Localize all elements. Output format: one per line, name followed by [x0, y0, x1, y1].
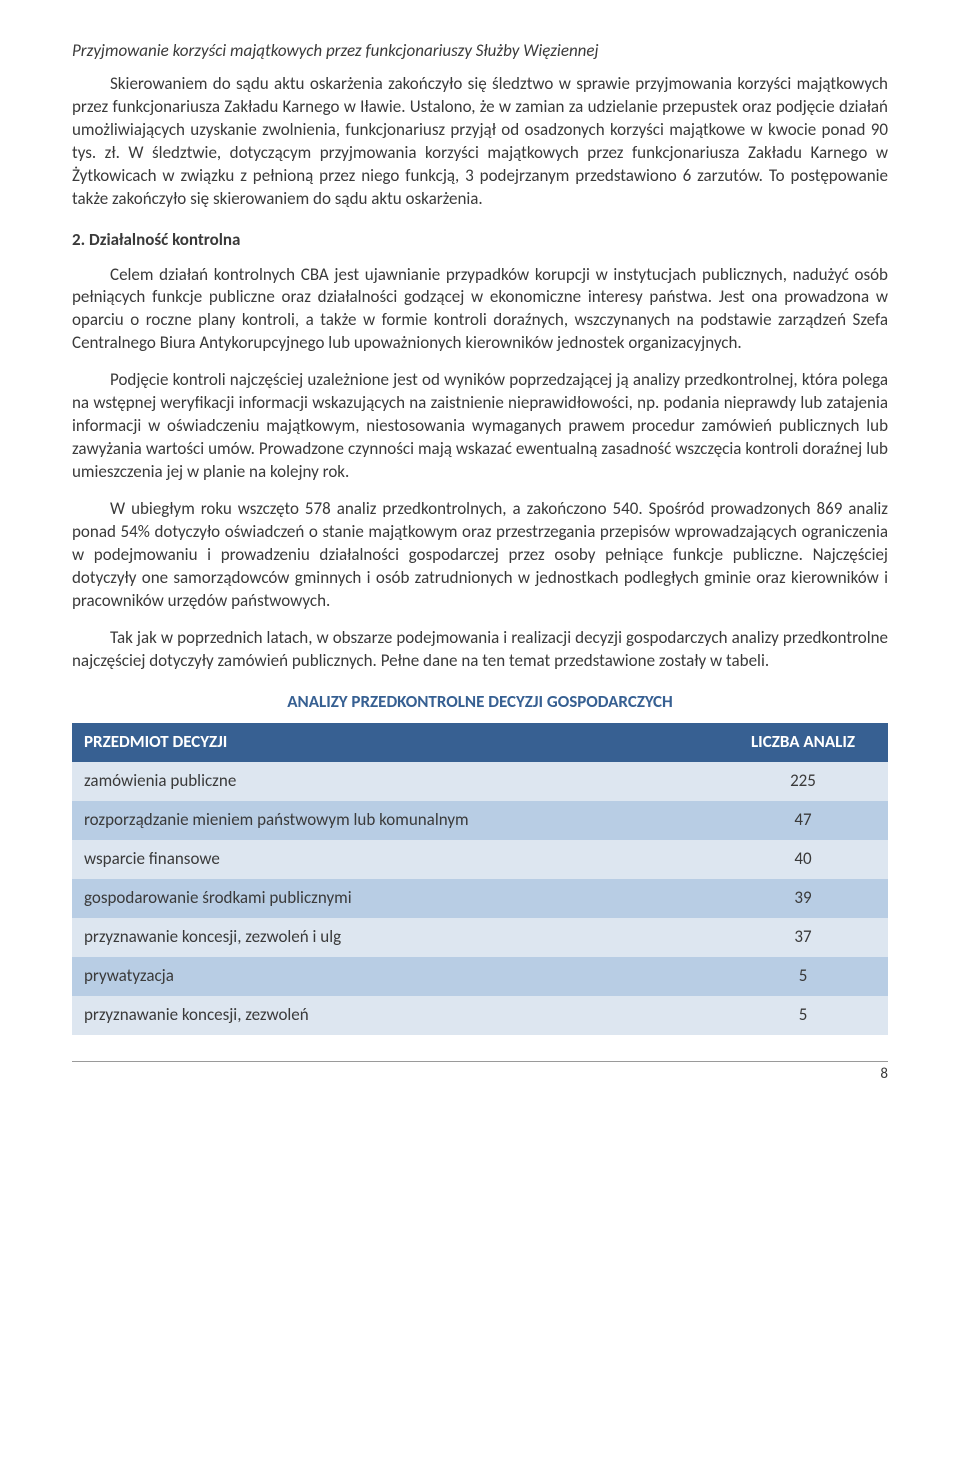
table-cell-value: 47 [718, 801, 888, 840]
italic-heading: Przyjmowanie korzyści majątkowych przez … [72, 40, 888, 63]
table-cell-label: gospodarowanie środkami publicznymi [72, 879, 718, 918]
analysis-table: PRZEDMIOT DECYZJI LICZBA ANALIZ zamówien… [72, 723, 888, 1035]
paragraph-4: W ubiegłym roku wszczęto 578 analiz prze… [72, 498, 888, 613]
table-cell-label: prywatyzacja [72, 957, 718, 996]
table-row: przyznawanie koncesji, zezwoleń i ulg37 [72, 918, 888, 957]
table-title: ANALIZY PRZEDKONTROLNE DECYZJI GOSPODARC… [72, 691, 888, 714]
table-row: rozporządzanie mieniem państwowym lub ko… [72, 801, 888, 840]
table-row: wsparcie finansowe40 [72, 840, 888, 879]
paragraph-5: Tak jak w poprzednich latach, w obszarze… [72, 627, 888, 673]
page-number: 8 [72, 1064, 888, 1084]
footer-rule [72, 1061, 888, 1062]
paragraph-2: Celem działań kontrolnych CBA jest ujawn… [72, 264, 888, 356]
table-cell-label: przyznawanie koncesji, zezwoleń i ulg [72, 918, 718, 957]
table-header-subject: PRZEDMIOT DECYZJI [72, 723, 718, 762]
table-cell-label: zamówienia publiczne [72, 762, 718, 801]
paragraph-1: Skierowaniem do sądu aktu oskarżenia zak… [72, 73, 888, 211]
table-cell-value: 5 [718, 957, 888, 996]
table-row: przyznawanie koncesji, zezwoleń5 [72, 996, 888, 1035]
table-cell-value: 39 [718, 879, 888, 918]
table-header-row: PRZEDMIOT DECYZJI LICZBA ANALIZ [72, 723, 888, 762]
table-cell-label: przyznawanie koncesji, zezwoleń [72, 996, 718, 1035]
table-row: prywatyzacja5 [72, 957, 888, 996]
section-heading: 2. Działalność kontrolna [72, 229, 888, 252]
paragraph-3: Podjęcie kontroli najczęściej uzależnion… [72, 369, 888, 484]
table-cell-value: 225 [718, 762, 888, 801]
table-cell-value: 5 [718, 996, 888, 1035]
table-header-count: LICZBA ANALIZ [718, 723, 888, 762]
table-cell-value: 37 [718, 918, 888, 957]
table-cell-label: rozporządzanie mieniem państwowym lub ko… [72, 801, 718, 840]
table-cell-label: wsparcie finansowe [72, 840, 718, 879]
table-row: gospodarowanie środkami publicznymi39 [72, 879, 888, 918]
table-row: zamówienia publiczne225 [72, 762, 888, 801]
table-cell-value: 40 [718, 840, 888, 879]
